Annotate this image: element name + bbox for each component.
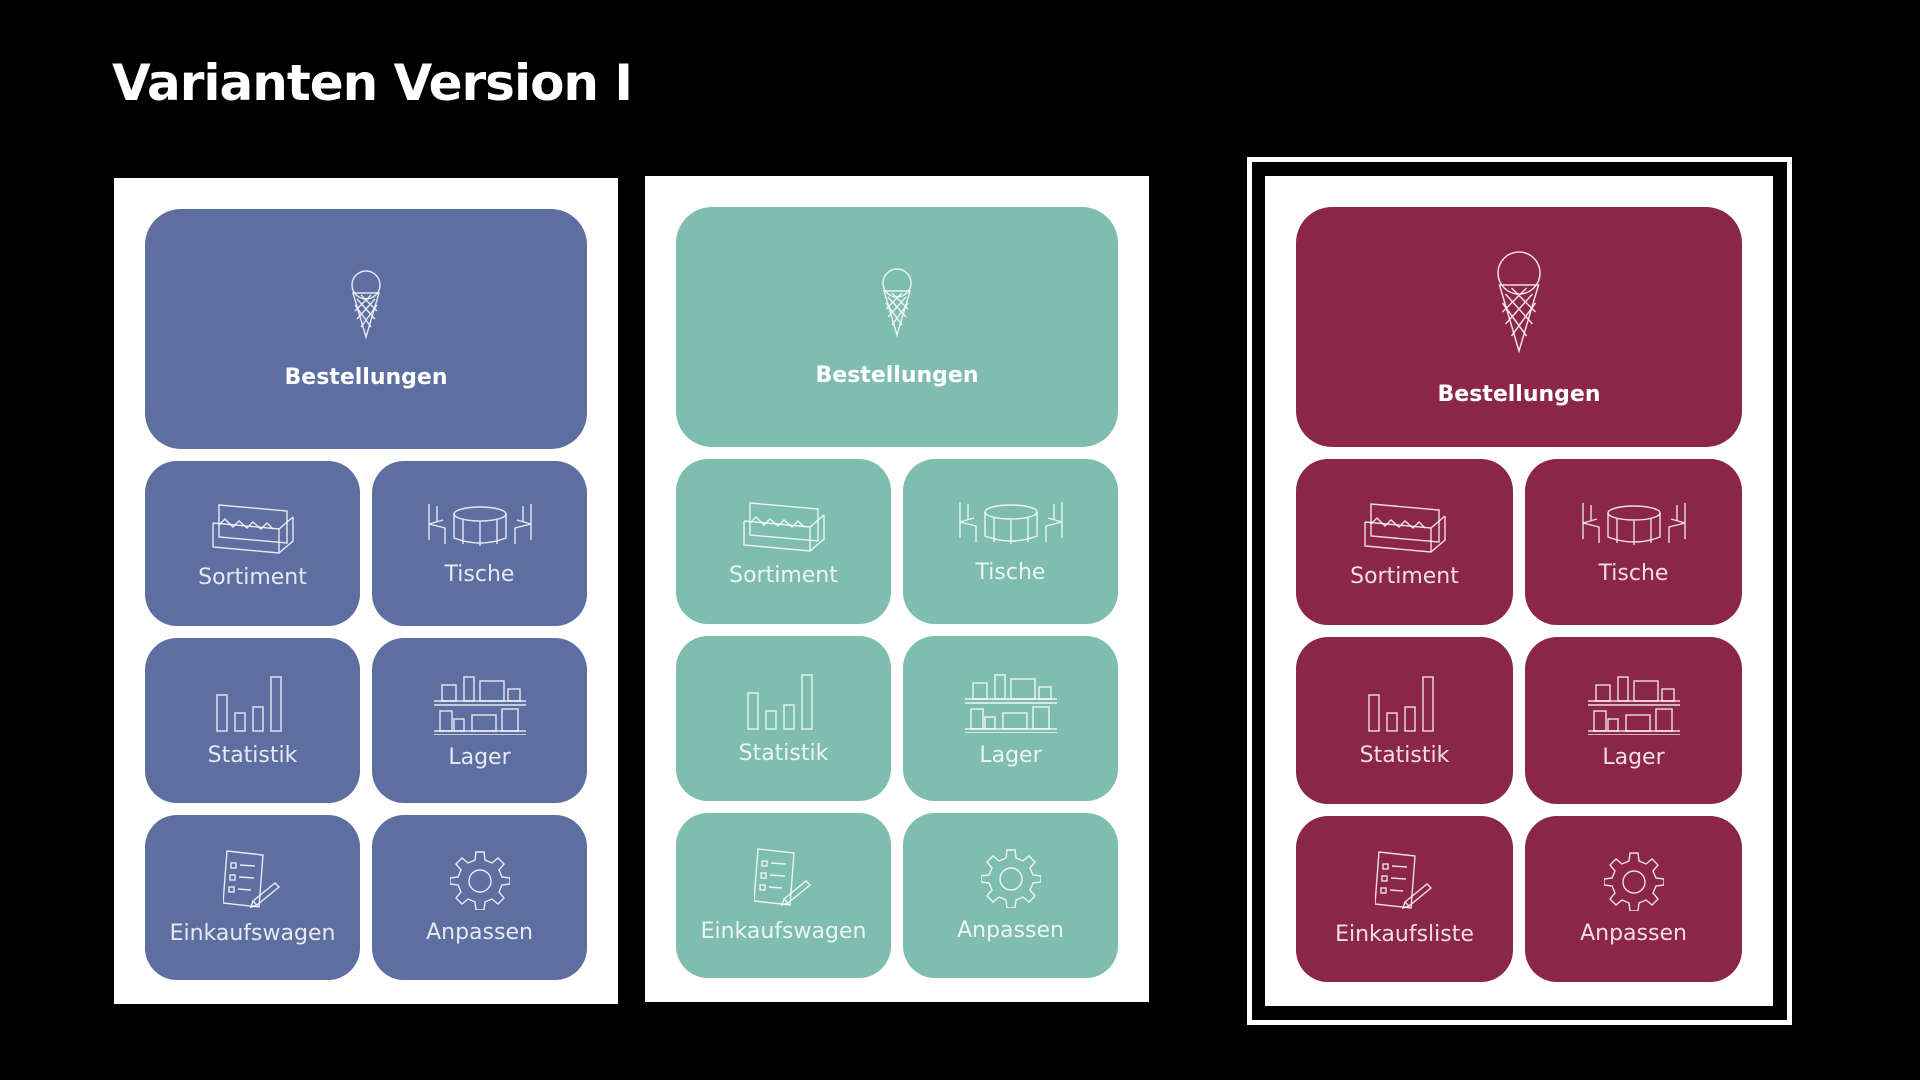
checklist-icon [753,847,814,909]
tile-label: Einkaufswagen [700,919,867,944]
ice-cream-icon [1489,248,1549,358]
tile-label: Lager [1602,744,1665,770]
bar-chart-icon [213,673,293,733]
assortment-tile[interactable]: Sortiment [676,459,891,624]
ice-cream-icon [877,267,917,339]
orders-tile[interactable]: Bestellungen [1296,207,1742,447]
shopping-list-tile[interactable]: Einkaufsliste [1296,815,1513,982]
selected-variant-frame [1247,157,1792,1025]
tile-label: Einkaufsliste [1335,922,1474,948]
ice-cream-display-icon [211,497,295,555]
tile-label: Lager [448,745,511,770]
statistics-tile[interactable]: Statistik [145,638,360,803]
tables-tile[interactable]: Tische [372,461,587,626]
tile-label: Statistik [207,743,298,768]
ice-cream-icon [346,269,386,341]
storage-tile[interactable]: Lager [1525,637,1742,804]
tile-label: Tische [975,560,1046,585]
tile-label: Bestellungen [284,364,448,390]
tile-grid: Bestellungen Sortiment Tisc [145,209,587,980]
shelves-icon [963,669,1059,733]
tile-label: Sortiment [198,565,307,590]
variant-blue-panel: Bestellungen Sortiment Tisc [114,178,618,1004]
table-chairs-icon [1579,499,1689,551]
checklist-icon [1374,850,1435,912]
cart-tile[interactable]: Einkaufswagen [676,813,891,978]
customize-tile[interactable]: Anpassen [372,815,587,980]
orders-tile[interactable]: Bestellungen [676,207,1118,447]
ice-cream-display-icon [742,495,826,553]
assortment-tile[interactable]: Sortiment [145,461,360,626]
bar-chart-icon [1365,673,1445,733]
tile-grid: Bestellungen Sortiment Tisc [1296,207,1742,982]
cart-tile[interactable]: Einkaufswagen [145,815,360,980]
gear-icon [980,848,1041,908]
statistics-tile[interactable]: Statistik [1296,637,1513,804]
tile-label: Anpassen [426,920,533,945]
gear-icon [449,850,510,910]
tables-tile[interactable]: Tische [1525,459,1742,626]
page-title: Varianten Version I [112,54,633,112]
tile-label: Bestellungen [1437,381,1601,407]
tile-label: Statistik [738,741,829,766]
tile-label: Sortiment [729,563,838,588]
tile-grid: Bestellungen Sortiment Tisc [676,207,1118,978]
variant-burgundy-panel: Bestellungen Sortiment Tisc [1265,176,1773,1006]
tile-label: Tische [1598,560,1669,586]
table-chairs-icon [425,500,535,552]
tile-label: Einkaufswagen [169,921,336,946]
gear-icon [1603,851,1664,912]
tile-label: Lager [979,743,1042,768]
tile-label: Tische [444,562,515,587]
shelves-icon [432,671,528,735]
tile-label: Bestellungen [815,362,979,388]
shelves-icon [1586,671,1682,735]
tile-label: Sortiment [1350,563,1459,589]
tile-label: Anpassen [1580,921,1687,947]
storage-tile[interactable]: Lager [372,638,587,803]
tables-tile[interactable]: Tische [903,459,1118,624]
checklist-icon [222,849,283,911]
customize-tile[interactable]: Anpassen [903,813,1118,978]
table-chairs-icon [956,498,1066,550]
assortment-tile[interactable]: Sortiment [1296,459,1513,626]
ice-cream-display-icon [1363,496,1447,554]
variant-teal-panel: Bestellungen Sortiment Tisc [645,176,1149,1002]
tile-label: Statistik [1359,742,1450,768]
customize-tile[interactable]: Anpassen [1525,815,1742,982]
storage-tile[interactable]: Lager [903,636,1118,801]
orders-tile[interactable]: Bestellungen [145,209,587,449]
statistics-tile[interactable]: Statistik [676,636,891,801]
tile-label: Anpassen [957,918,1064,943]
bar-chart-icon [744,671,824,731]
